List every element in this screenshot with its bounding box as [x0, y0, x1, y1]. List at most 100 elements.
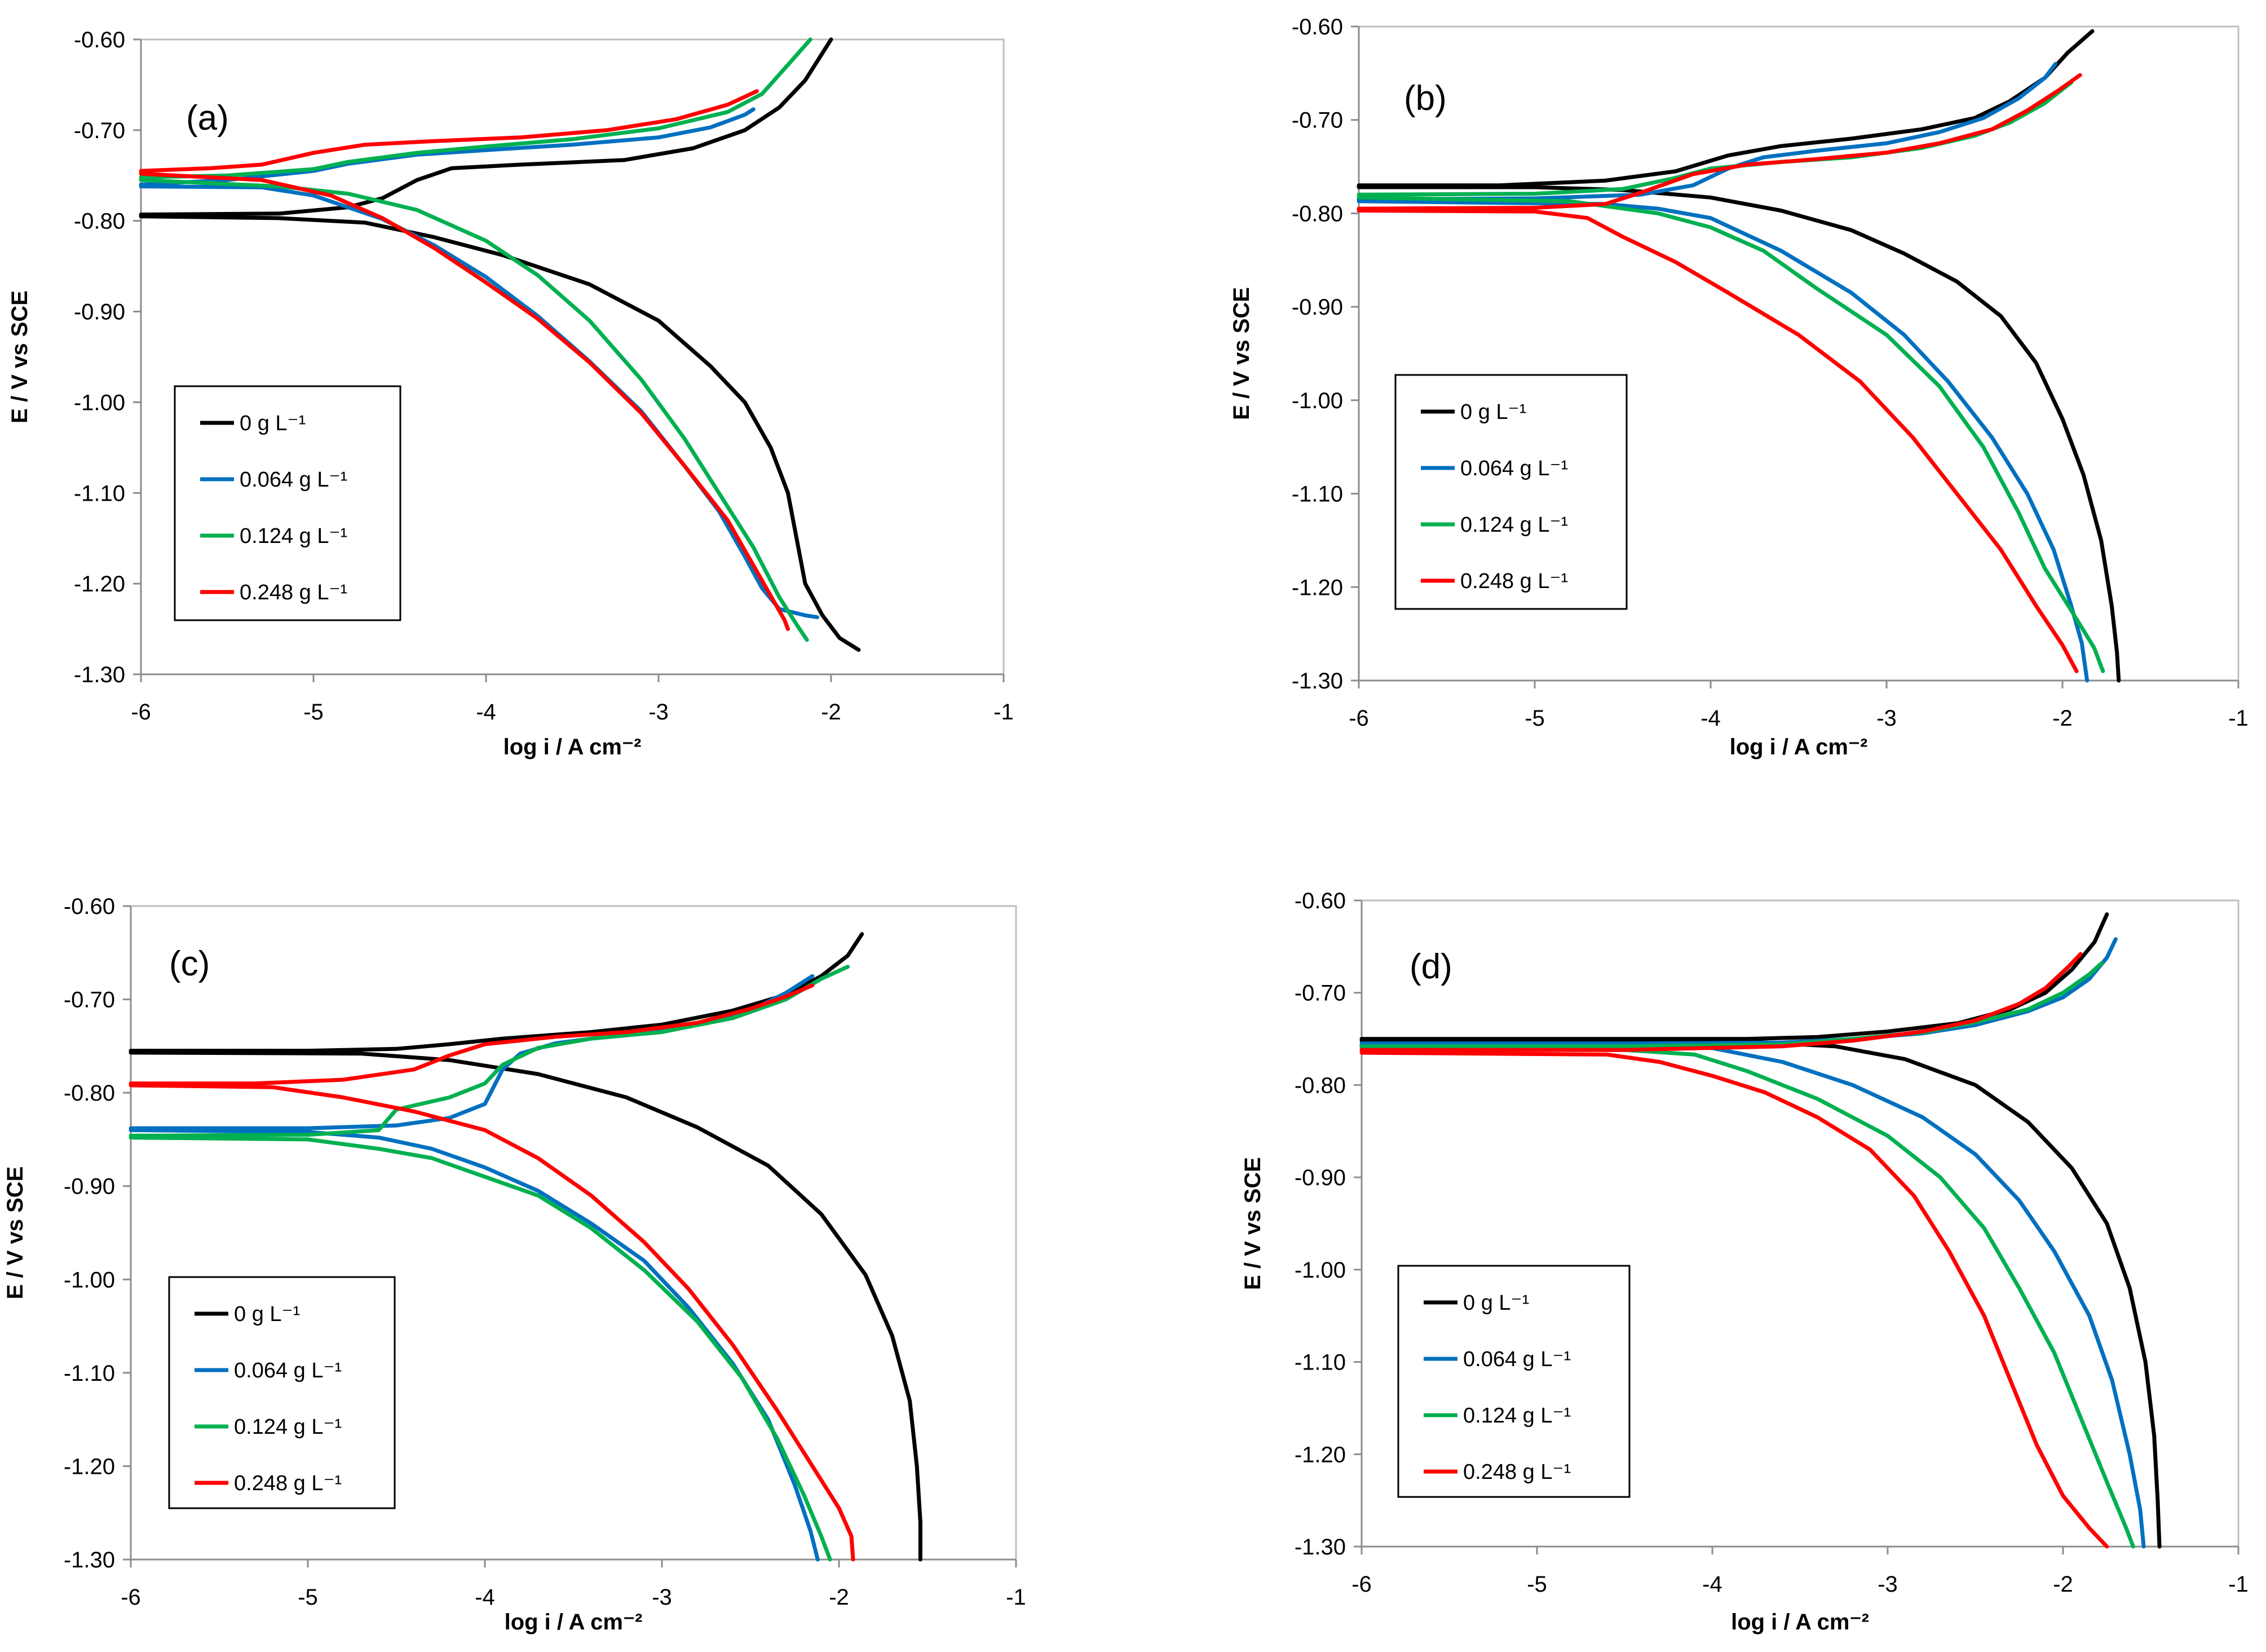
x-tick-label: -2 — [829, 1585, 849, 1610]
x-tick-label: -4 — [1700, 706, 1721, 731]
y-axis-title: E / V vs SCE — [1229, 287, 1254, 420]
panel-b: -6 -5 -4 -3 -2 -1 -0.60 -0.70 -0.80 -0.90 -1.00 -1.… — [1229, 15, 2249, 759]
y-tick-label: -1.00 — [74, 390, 125, 415]
y-tick-label: -0.60 — [1292, 15, 1343, 39]
series-line-0-cathodic — [1357, 185, 2121, 683]
y-tick-label: -1.20 — [64, 1454, 115, 1479]
y-tick-label: -1.30 — [1295, 1535, 1346, 1560]
panel-label: (d) — [1410, 947, 1452, 986]
series-line-3-cathodic — [1357, 209, 2079, 673]
legend-label: 0 g L⁻¹ — [1463, 1291, 1529, 1315]
y-tick-label: -0.70 — [74, 118, 125, 143]
y-tick-label: -0.60 — [64, 894, 115, 919]
y-tick-label: -0.80 — [64, 1081, 115, 1106]
series-line-2-cathodic — [1357, 195, 2105, 673]
x-tick-label: -4 — [1702, 1572, 1722, 1597]
y-axis-title: E / V vs SCE — [7, 290, 32, 423]
x-tick-label: -5 — [1527, 1572, 1547, 1597]
y-tick-label: -1.30 — [1292, 669, 1343, 694]
legend-label: 0.248 g L⁻¹ — [1463, 1460, 1571, 1484]
y-tick-label: -0.90 — [1292, 295, 1343, 320]
y-tick-label: -1.20 — [74, 572, 125, 597]
x-tick-label: -4 — [475, 1585, 495, 1610]
y-tick-label: -0.90 — [64, 1174, 115, 1199]
y-tick-label: -0.80 — [1292, 201, 1343, 226]
series-line-0-anodic — [129, 932, 864, 1053]
series-line-1-cathodic — [1357, 199, 2090, 683]
panel-label: (b) — [1404, 79, 1447, 118]
legend-label: 0.064 g L⁻¹ — [234, 1359, 342, 1382]
legend-label: 0.124 g L⁻¹ — [1460, 513, 1568, 537]
y-tick-label: -1.30 — [74, 662, 125, 687]
x-tick-label: -5 — [303, 700, 324, 725]
y-tick-label: -0.60 — [74, 28, 125, 52]
series-line-3-anodic — [1359, 952, 2083, 1052]
legend-label: 0 g L⁻¹ — [234, 1302, 300, 1326]
legend-box — [174, 385, 401, 621]
series-line-3-anodic — [1357, 73, 2082, 211]
series-line-1-anodic — [1359, 937, 2118, 1046]
x-tick-label: -3 — [652, 1585, 672, 1610]
series-line-3-anodic — [139, 89, 759, 173]
panel-a: -6 -5 -4 -3 -2 -1 -0.60 -0.70 -0.80 -0.90 -1.00 -1.… — [7, 28, 1014, 759]
y-tick-label: -0.80 — [74, 209, 125, 234]
y-tick-label: -0.60 — [1295, 889, 1346, 913]
series-line-1-cathodic — [129, 1128, 820, 1562]
panel-label: (a) — [186, 99, 229, 138]
y-tick-label: -1.30 — [64, 1548, 115, 1573]
panel-label: (c) — [169, 944, 210, 983]
y-axis-title: E / V vs SCE — [3, 1167, 28, 1300]
x-tick-label: -6 — [121, 1585, 141, 1610]
series-line-3-cathodic — [139, 171, 790, 631]
x-tick-label: -1 — [2228, 1572, 2249, 1597]
legend-label: 0 g L⁻¹ — [1460, 400, 1526, 424]
y-tick-label: -0.90 — [74, 300, 125, 325]
y-tick-label: -0.70 — [1295, 981, 1346, 1006]
x-axis-title: log i / A cm⁻² — [503, 735, 642, 759]
series-line-2-anodic — [129, 965, 850, 1138]
y-tick-label: -0.80 — [1295, 1073, 1346, 1098]
x-tick-label: -1 — [993, 700, 1014, 725]
y-tick-label: -1.20 — [1295, 1442, 1346, 1467]
series-line-2-cathodic — [139, 178, 809, 642]
series-line-1-cathodic — [1359, 1043, 2146, 1549]
legend-box — [1394, 374, 1628, 610]
series-line-1-anodic — [139, 107, 756, 187]
legend-label: 0.248 g L⁻¹ — [1460, 569, 1568, 593]
x-tick-label: -1 — [1006, 1585, 1026, 1610]
series-line-0-anodic — [1357, 29, 2095, 188]
series-line-3-anodic — [129, 983, 815, 1086]
legend-label: 0.248 g L⁻¹ — [234, 1472, 342, 1495]
y-tick-label: -1.20 — [1292, 575, 1343, 600]
series-line-0-cathodic — [129, 1050, 922, 1562]
y-tick-label: -0.70 — [64, 988, 115, 1013]
legend-label: 0.064 g L⁻¹ — [240, 468, 347, 492]
legend-label: 0.124 g L⁻¹ — [234, 1415, 342, 1439]
y-tick-label: -1.00 — [1295, 1258, 1346, 1283]
series-line-2-cathodic — [1359, 1046, 2135, 1549]
x-tick-label: -6 — [131, 700, 151, 725]
x-tick-label: -3 — [648, 700, 669, 725]
y-tick-label: -1.10 — [64, 1361, 115, 1386]
y-tick-label: -1.10 — [1292, 482, 1343, 507]
x-axis-title: log i / A cm⁻² — [505, 1610, 643, 1635]
legend-label: 0.064 g L⁻¹ — [1463, 1348, 1571, 1371]
y-tick-label: -1.10 — [1295, 1350, 1346, 1375]
legend-label: 0.064 g L⁻¹ — [1460, 457, 1568, 480]
panel-d: -6 -5 -4 -3 -2 -1 -0.60 -0.70 -0.80 -0.90 -1.00 -1.… — [1240, 889, 2249, 1635]
series-line-2-anodic — [139, 37, 812, 179]
series-line-2-anodic — [1359, 961, 2104, 1049]
y-tick-label: -0.70 — [1292, 108, 1343, 133]
x-tick-label: -3 — [1876, 706, 1897, 731]
x-tick-label: -6 — [1349, 706, 1369, 731]
x-tick-label: -2 — [2052, 706, 2073, 731]
legend-label: 0.248 g L⁻¹ — [240, 581, 347, 604]
y-tick-label: -1.00 — [1292, 388, 1343, 413]
x-tick-label: -5 — [1525, 706, 1545, 731]
x-tick-label: -1 — [2228, 706, 2249, 731]
series-line-3-cathodic — [1359, 1050, 2109, 1549]
x-tick-label: -4 — [476, 700, 496, 725]
series-line-3-cathodic — [129, 1083, 855, 1562]
y-axis-title: E / V vs SCE — [1240, 1157, 1265, 1290]
